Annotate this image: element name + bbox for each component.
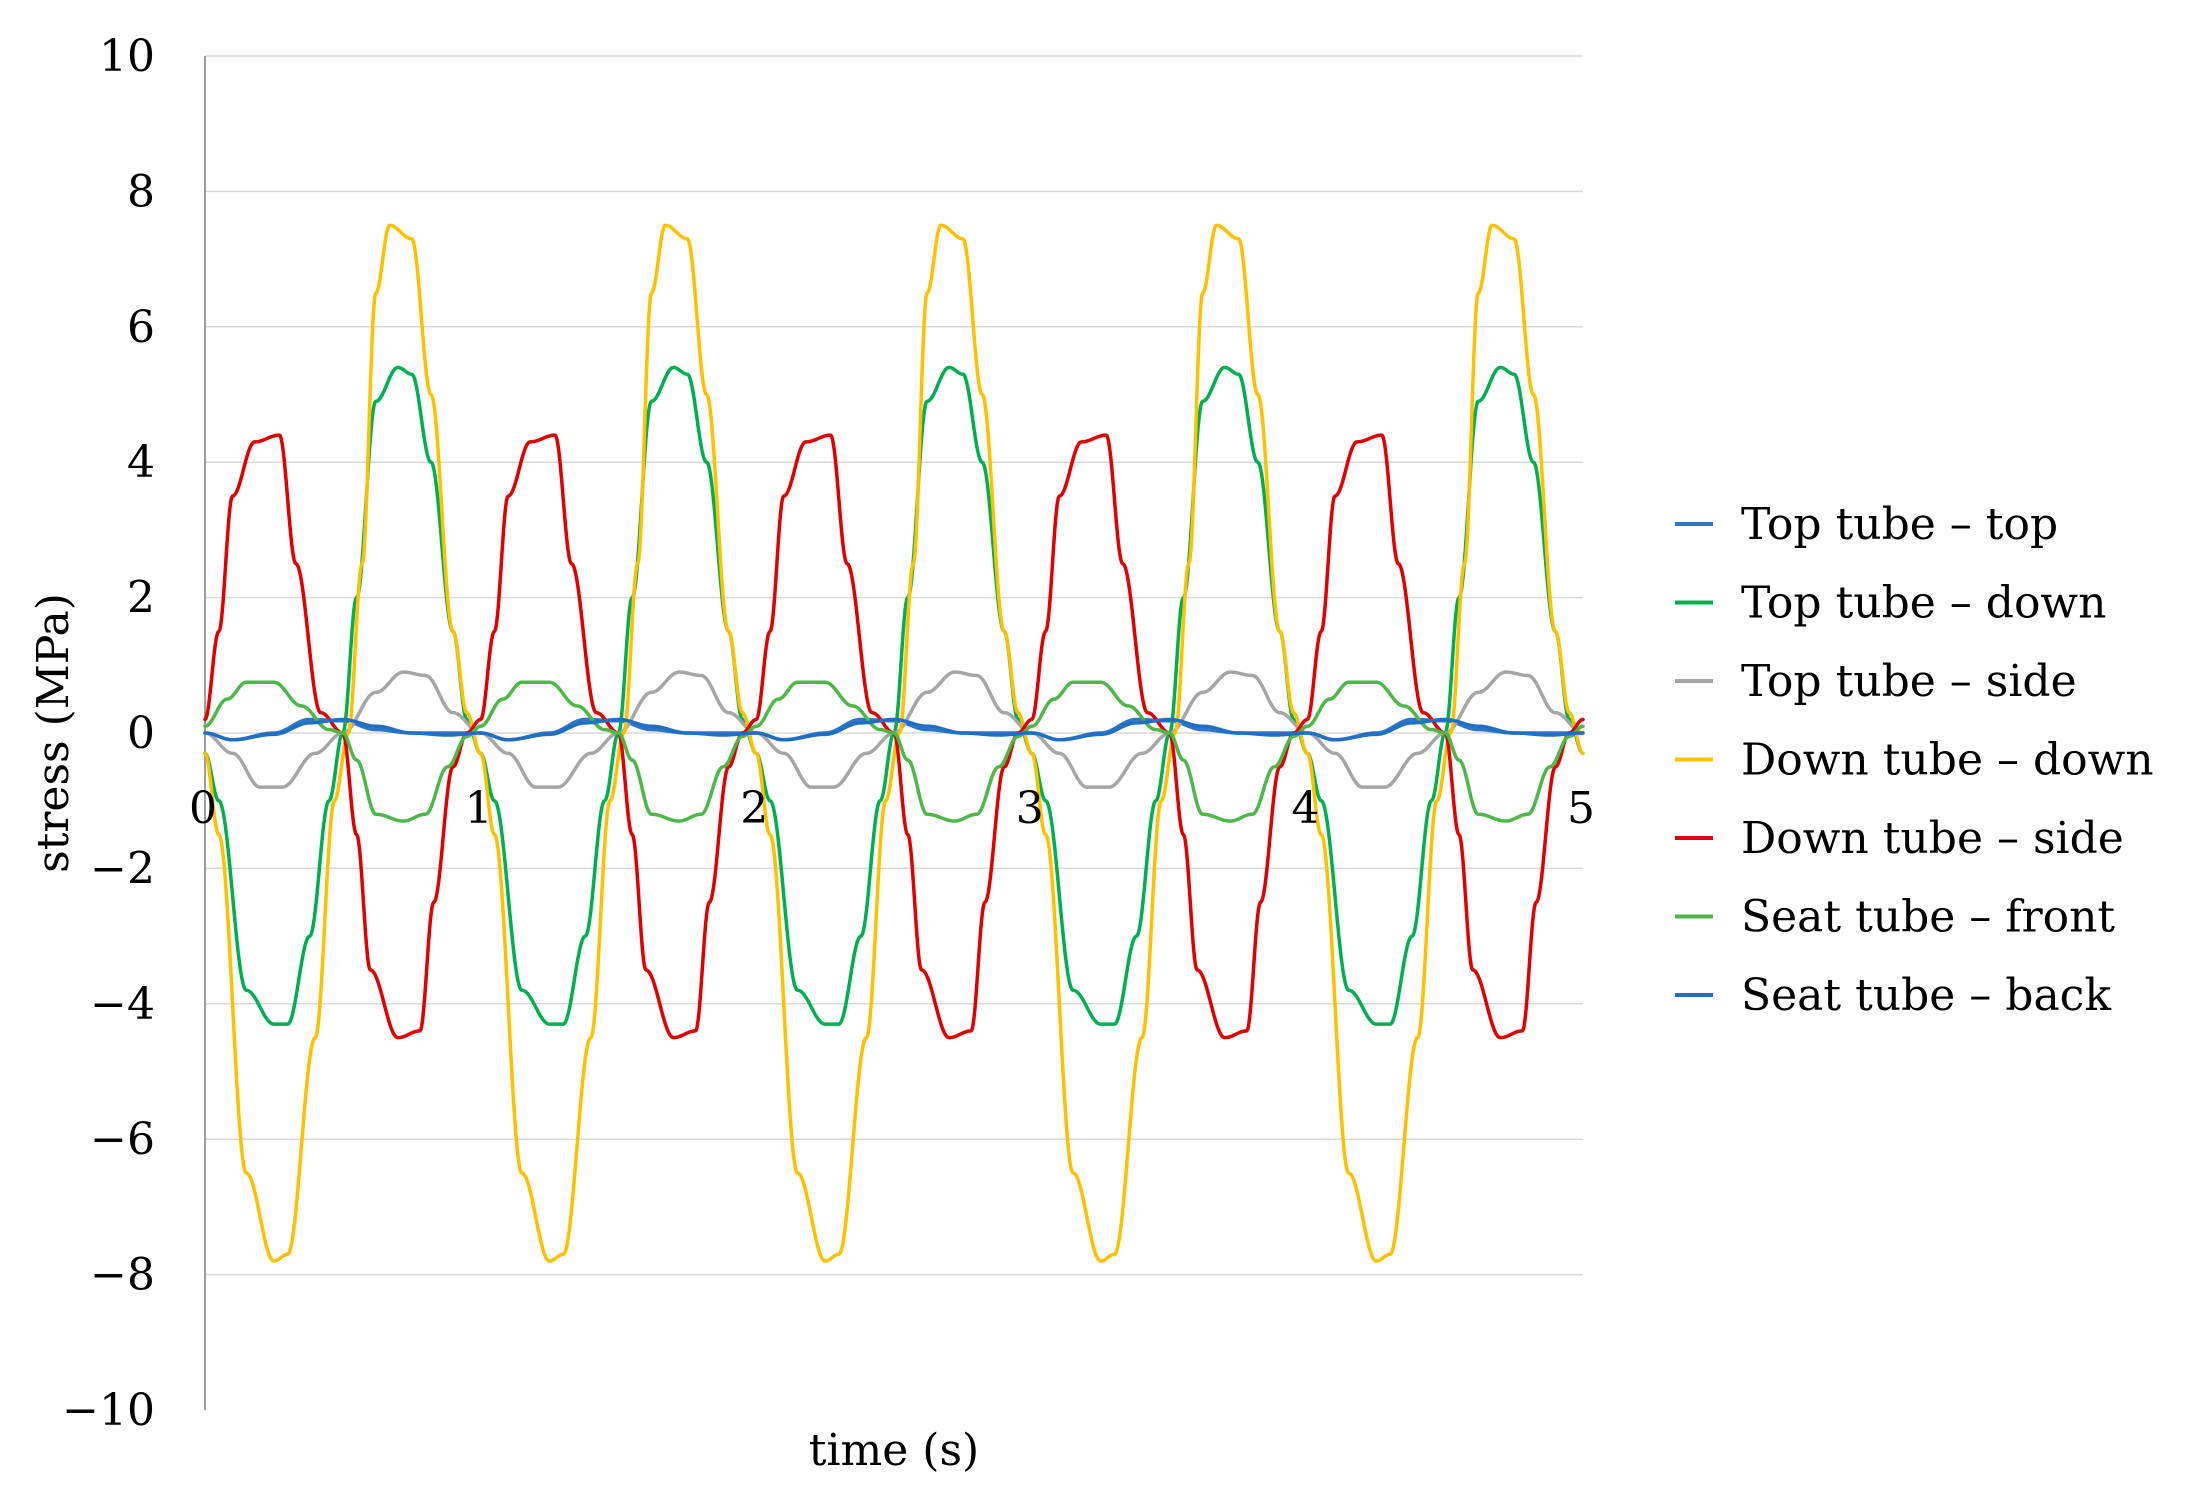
series-line-1 [203, 365, 1585, 1026]
y-tick-label: 2 [127, 573, 155, 624]
legend-label: Top tube – down [1741, 578, 2106, 629]
x-tick-label: 2 [740, 783, 768, 834]
x-tick-label: 3 [1016, 783, 1044, 834]
legend-label: Seat tube – front [1741, 892, 2115, 943]
x-tick-label: 0 [189, 783, 217, 834]
y-tick-labels: 10 8 6 4 2 0 −2 −4 −6 −8 −10 [62, 31, 155, 1436]
x-tick-label: 4 [1291, 783, 1319, 834]
y-tick-label: −8 [90, 1250, 155, 1301]
legend-label: Top tube – side [1741, 656, 2077, 707]
legend-label: Down tube – down [1741, 735, 2154, 786]
y-tick-label: 4 [127, 437, 155, 488]
x-tick-label: 1 [465, 783, 493, 834]
y-tick-label: 0 [127, 708, 155, 759]
series-line-6 [203, 717, 1585, 742]
series-lines [203, 223, 1585, 1263]
y-tick-label: −10 [62, 1385, 155, 1436]
series-line-3 [203, 223, 1585, 1263]
x-tick-label: 5 [1567, 783, 1595, 834]
series-line-5 [203, 680, 1585, 823]
legend: Top tube – top Top tube – down Top tube – … [1675, 499, 2154, 1021]
y-tick-label: −2 [90, 843, 155, 894]
y-tick-label: −4 [90, 979, 155, 1030]
y-tick-label: 8 [127, 166, 155, 217]
y-axis-title: stress (MPa) [28, 593, 79, 873]
series-line-4 [203, 433, 1585, 1040]
y-tick-label: 10 [99, 31, 155, 82]
legend-label: Down tube – side [1741, 813, 2124, 864]
x-tick-labels: 0 1 2 3 4 5 [189, 783, 1595, 834]
legend-label: Seat tube – back [1741, 970, 2111, 1021]
y-tick-label: −6 [90, 1114, 155, 1165]
x-axis-title: time (s) [809, 1425, 979, 1476]
legend-label: Top tube – top [1741, 499, 2058, 550]
y-tick-label: 6 [127, 302, 155, 353]
